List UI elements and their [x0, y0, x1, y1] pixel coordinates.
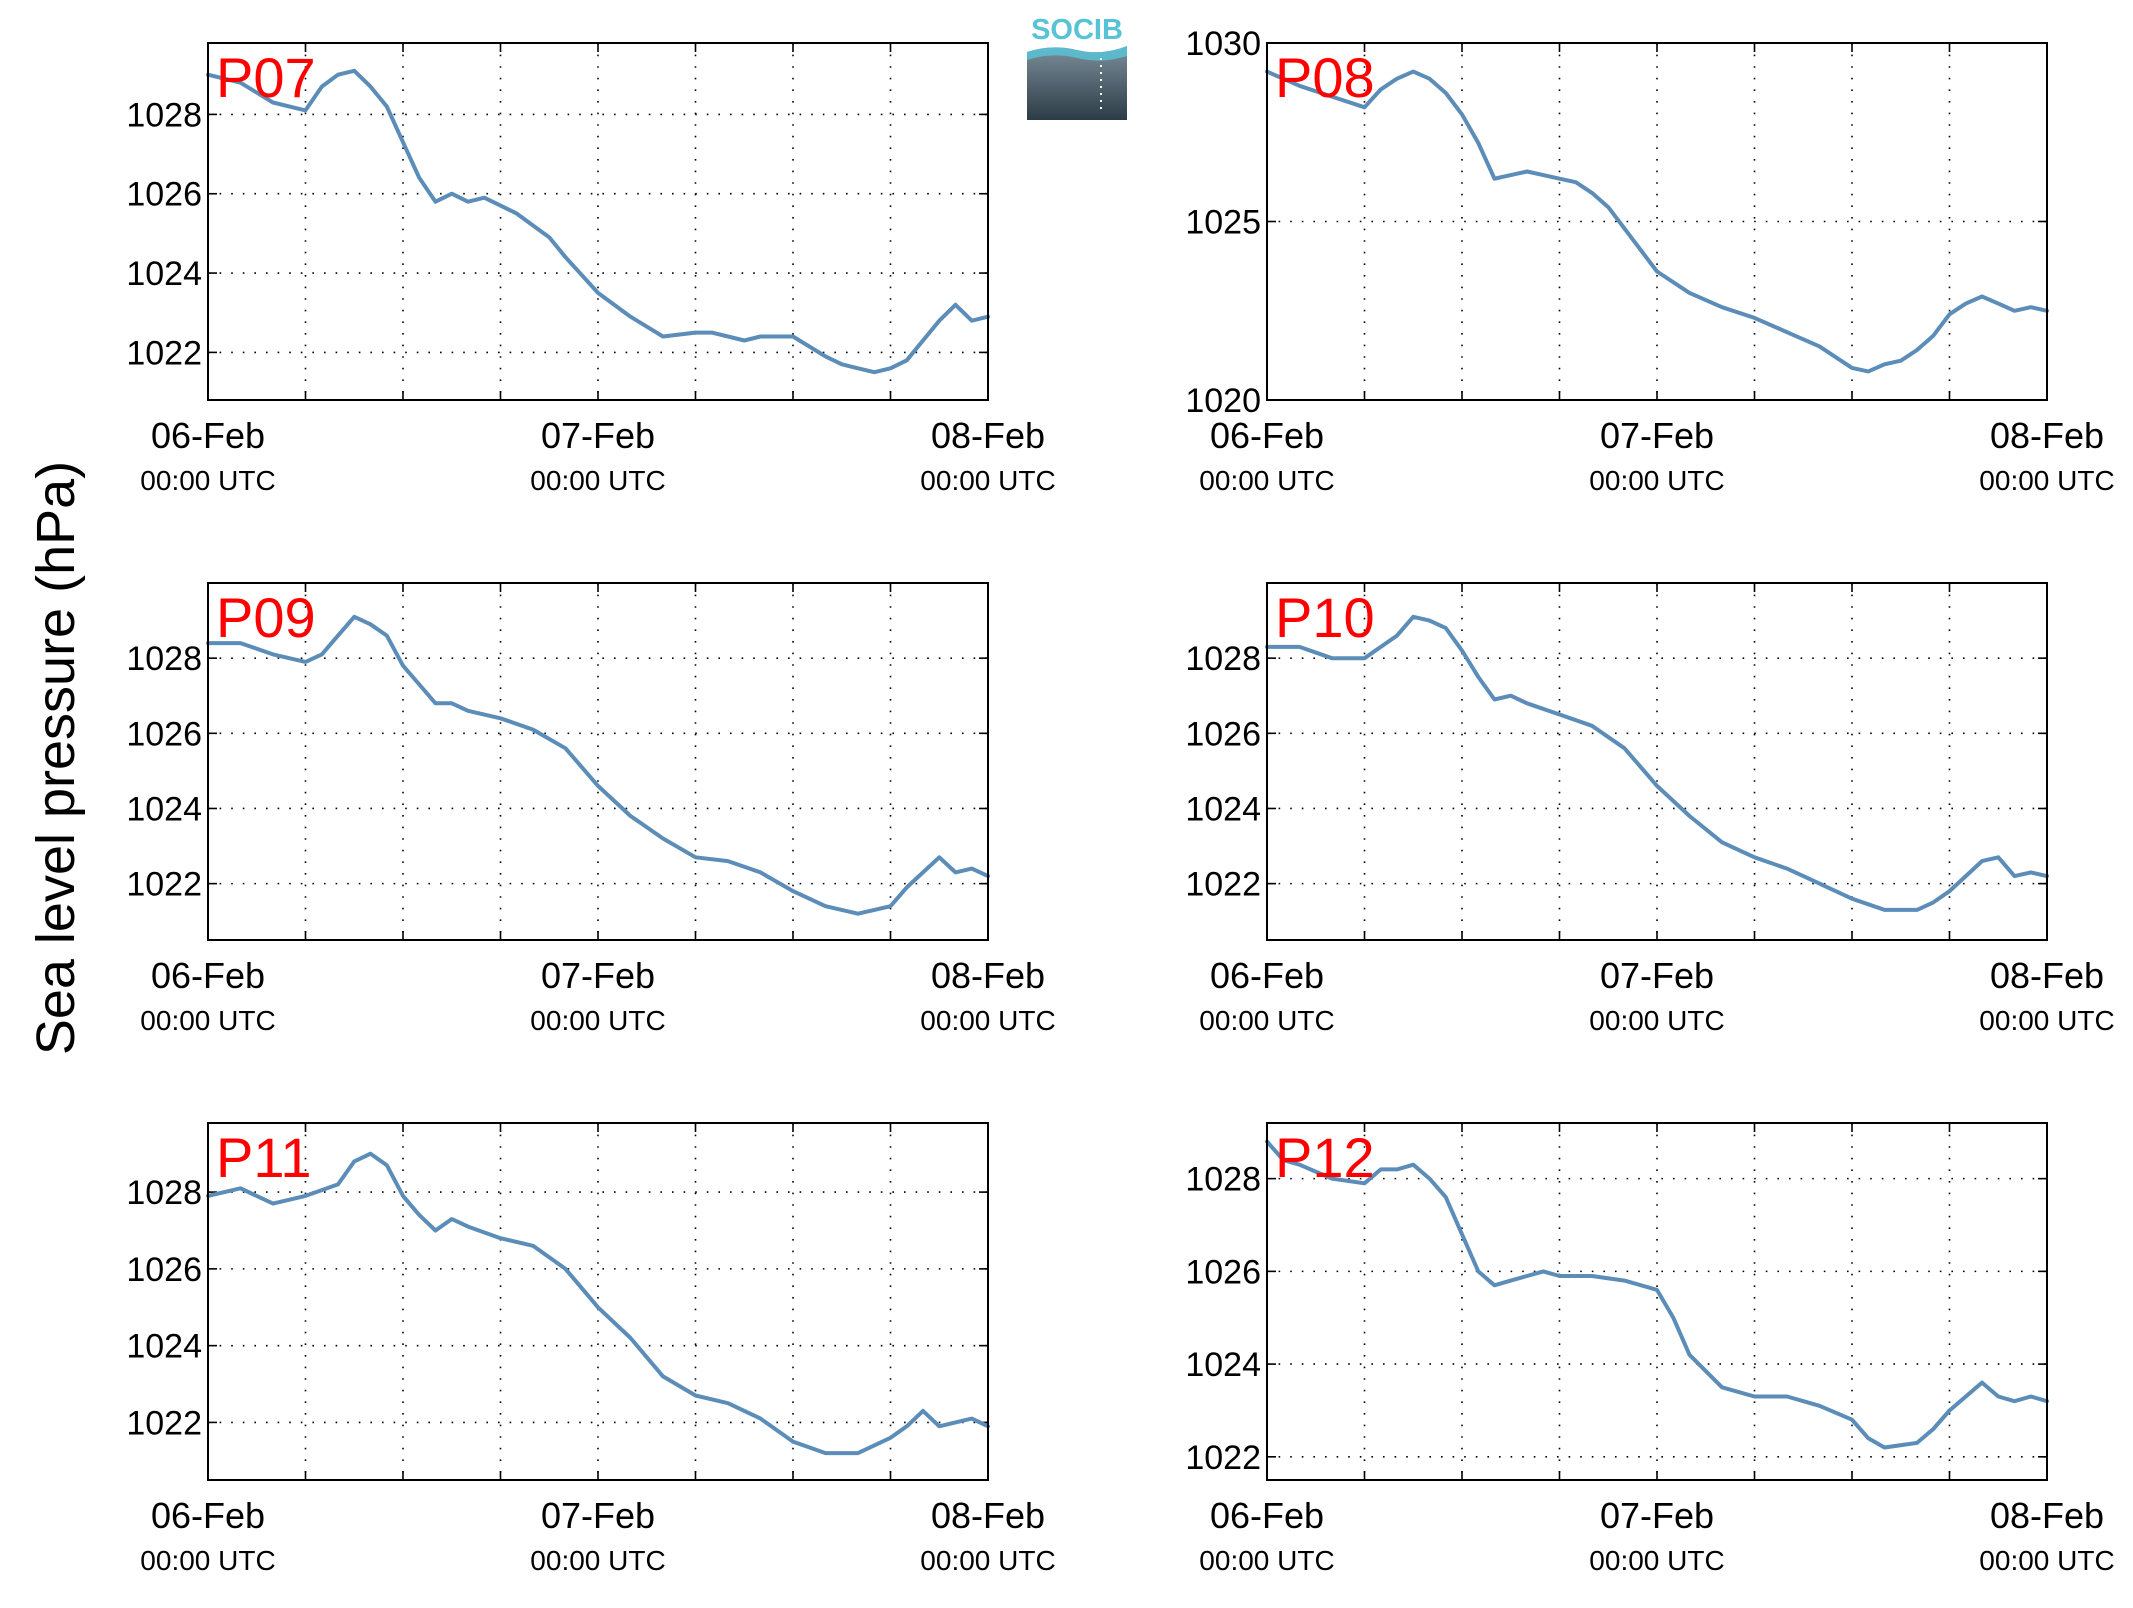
chart-p11-ytick-label-2: 1026	[126, 1251, 202, 1289]
chart-p11-ytick-label-3: 1028	[126, 1174, 202, 1212]
chart-p12-xtick-time-1: 00:00 UTC	[1589, 1545, 1724, 1576]
chart-p07-xtick-time-1: 00:00 UTC	[530, 465, 665, 496]
panel-p08: 1020 1025 1030 06-Feb 00:00 UTC 07-Feb 00:00 U…	[1160, 25, 2114, 510]
chart-p09-axes-box	[207, 582, 989, 941]
chart-p12-xtick-time-2: 00:00 UTC	[1979, 1545, 2114, 1576]
chart-p10-ytick-label-3: 1028	[1185, 640, 1261, 678]
chart-p12-xtick-date-0: 06-Feb	[1210, 1495, 1324, 1536]
chart-p09-ytick-label-2: 1026	[126, 715, 202, 753]
chart-p10-station-label: P10	[1275, 586, 1375, 649]
chart-p08-ytick-label-1: 1025	[1185, 204, 1261, 242]
chart-p12-ytick-label-1: 1024	[1185, 1346, 1261, 1384]
socib-logo: SOCIB	[1027, 14, 1127, 122]
chart-p12-xtick-date-1: 07-Feb	[1600, 1495, 1714, 1536]
chart-p07-ytick-label-2: 1026	[126, 176, 202, 214]
panel-p09: 1022 1024 1026 1028 06-Feb 00:00 UTC 07-Feb 00:…	[126, 570, 1056, 1050]
chart-p07-xtick-date-0: 06-Feb	[151, 415, 265, 456]
chart-p12-ytick-label-0: 1022	[1185, 1439, 1261, 1477]
panel-p11: 1022 1024 1026 1028 06-Feb 00:00 UTC 07-Feb 00:…	[126, 1110, 1056, 1590]
chart-p07-ytick-label-1: 1024	[126, 255, 202, 293]
chart-p08-xtick-date-1: 07-Feb	[1600, 415, 1714, 456]
chart-p08-xtick-time-0: 00:00 UTC	[1199, 465, 1334, 496]
chart-p11-xtick-time-1: 00:00 UTC	[530, 1545, 665, 1576]
chart-svg: 1022 1024 1026 1028 06-Feb 00:00 UTC 07-Feb 00:…	[126, 1122, 1056, 1576]
chart-p09-xtick-date-1: 07-Feb	[541, 955, 655, 996]
chart-p08-axes-box	[1266, 42, 2048, 401]
chart-p11-ytick-label-0: 1022	[126, 1404, 202, 1442]
chart-p07-ytick-label-3: 1028	[126, 96, 202, 134]
chart-p10-ytick-label-0: 1022	[1185, 866, 1261, 904]
chart-p08-xtick-time-1: 00:00 UTC	[1589, 465, 1724, 496]
chart-p08-xtick-date-2: 08-Feb	[1990, 415, 2104, 456]
chart-p09-series-line	[206, 614, 990, 916]
chart-p10-xtick-date-1: 07-Feb	[1600, 955, 1714, 996]
chart-svg: 1022 1024 1026 1028 06-Feb 00:00 UTC 07-Feb 00:…	[1185, 582, 2115, 1036]
chart-svg: 1022 1024 1026 1028 06-Feb 00:00 UTC 07-Feb 00:…	[1185, 1122, 2115, 1576]
chart-p09-station-label: P09	[216, 586, 316, 649]
chart-p09-xtick-time-0: 00:00 UTC	[140, 1005, 275, 1036]
chart-p11-xtick-date-2: 08-Feb	[931, 1495, 1045, 1536]
chart-p11-xtick-date-1: 07-Feb	[541, 1495, 655, 1536]
chart-svg: 1022 1024 1026 1028 06-Feb 00:00 UTC 07-Feb 00:…	[126, 582, 1056, 1036]
chart-p08-xtick-date-0: 06-Feb	[1210, 415, 1324, 456]
chart-p09-ytick-label-0: 1022	[126, 866, 202, 904]
chart-p12-xtick-time-0: 00:00 UTC	[1199, 1545, 1334, 1576]
chart-p12-ytick-label-2: 1026	[1185, 1253, 1261, 1291]
chart-p12-axes-box	[1266, 1122, 2048, 1481]
chart-p10-ytick-label-2: 1026	[1185, 715, 1261, 753]
panel-p07: 1022 1024 1026 1028 06-Feb 00:00 UTC 07-Feb 00:…	[126, 30, 1056, 510]
y-axis-label-text: Sea level pressure (hPa)	[26, 460, 86, 1056]
chart-p07-xtick-date-2: 08-Feb	[931, 415, 1045, 456]
chart-p09-xtick-date-0: 06-Feb	[151, 955, 265, 996]
chart-p10-xtick-date-2: 08-Feb	[1990, 955, 2104, 996]
chart-p07-series-line	[206, 68, 990, 375]
chart-p10-ytick-label-1: 1024	[1185, 790, 1261, 828]
chart-p08-ytick-label-2: 1030	[1185, 25, 1261, 63]
panel-p12: 1022 1024 1026 1028 06-Feb 00:00 UTC 07-Feb 00:…	[1160, 1110, 2115, 1590]
logo-text: SOCIB	[1031, 14, 1123, 46]
chart-p08-ytick-label-0: 1020	[1185, 382, 1261, 420]
chart-p12-series-line	[1265, 1139, 2049, 1450]
chart-p10-axes-box	[1266, 582, 2048, 941]
socib-logo-icon: SOCIB	[1027, 14, 1127, 120]
chart-p07-xtick-date-1: 07-Feb	[541, 415, 655, 456]
chart-p10-xtick-date-0: 06-Feb	[1210, 955, 1324, 996]
chart-p11-series-line	[206, 1151, 990, 1456]
chart-p11-xtick-time-0: 00:00 UTC	[140, 1545, 275, 1576]
chart-p12-xtick-date-2: 08-Feb	[1990, 1495, 2104, 1536]
chart-p07-xtick-time-2: 00:00 UTC	[920, 465, 1055, 496]
chart-p10-xtick-time-1: 00:00 UTC	[1589, 1005, 1724, 1036]
chart-p08-series-line	[1265, 69, 2049, 374]
panel-p10: 1022 1024 1026 1028 06-Feb 00:00 UTC 07-Feb 00:…	[1160, 570, 2115, 1050]
chart-svg: 1020 1025 1030 06-Feb 00:00 UTC 07-Feb 00:00 U…	[1185, 25, 2114, 496]
chart-p11-xtick-time-2: 00:00 UTC	[920, 1545, 1055, 1576]
chart-p11-station-label: P11	[216, 1126, 311, 1189]
chart-p11-axes-box	[207, 1122, 989, 1481]
chart-p10-series-line	[1265, 614, 2049, 912]
chart-p11-ytick-label-1: 1024	[126, 1328, 202, 1366]
chart-p10-xtick-time-2: 00:00 UTC	[1979, 1005, 2114, 1036]
chart-p07-xtick-time-0: 00:00 UTC	[140, 465, 275, 496]
chart-p09-ytick-label-3: 1028	[126, 640, 202, 678]
chart-p07-ytick-label-0: 1022	[126, 334, 202, 372]
chart-p07-station-label: P07	[216, 46, 316, 109]
chart-p08-xtick-time-2: 00:00 UTC	[1979, 465, 2114, 496]
chart-p12-ytick-label-3: 1028	[1185, 1161, 1261, 1199]
chart-p08-station-label: P08	[1275, 46, 1375, 109]
chart-p11-xtick-date-0: 06-Feb	[151, 1495, 265, 1536]
chart-p09-ytick-label-1: 1024	[126, 790, 202, 828]
chart-p09-xtick-date-2: 08-Feb	[931, 955, 1045, 996]
chart-p09-xtick-time-1: 00:00 UTC	[530, 1005, 665, 1036]
chart-p07-axes-box	[207, 42, 989, 401]
chart-p10-xtick-time-0: 00:00 UTC	[1199, 1005, 1334, 1036]
chart-p12-station-label: P12	[1275, 1126, 1375, 1189]
chart-svg: 1022 1024 1026 1028 06-Feb 00:00 UTC 07-Feb 00:…	[126, 42, 1056, 496]
chart-p09-xtick-time-2: 00:00 UTC	[920, 1005, 1055, 1036]
